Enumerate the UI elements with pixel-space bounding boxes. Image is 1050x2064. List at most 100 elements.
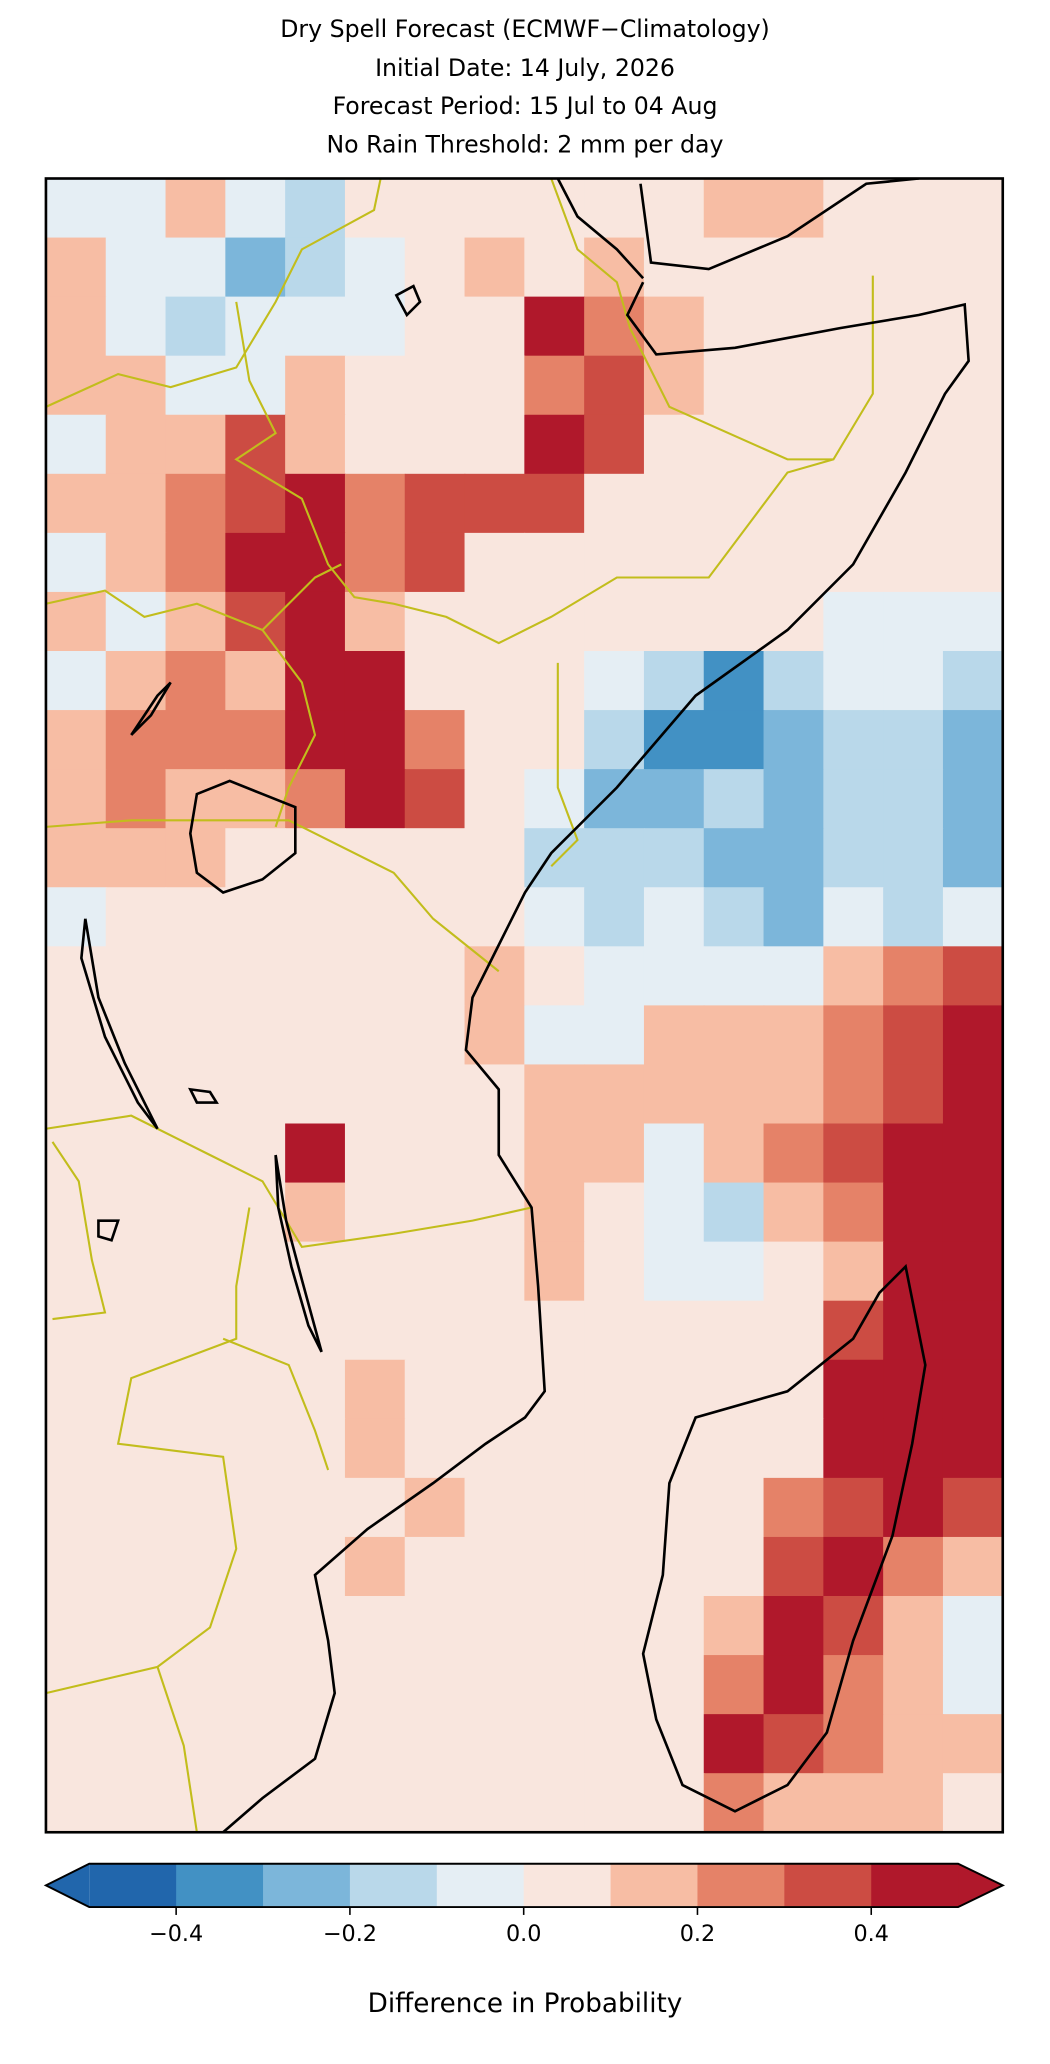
grid-cell (165, 1241, 227, 1302)
grid-cell (344, 769, 406, 829)
grid-cell (165, 1596, 227, 1656)
grid-cell (225, 1064, 286, 1125)
grid-cell (524, 237, 585, 298)
grid-cell (464, 1418, 526, 1479)
grid-cell (584, 355, 645, 416)
grid-cell (404, 1714, 466, 1774)
grid-cell (883, 1536, 944, 1597)
grid-cell (883, 355, 944, 416)
grid-cell (643, 1005, 705, 1066)
grid-cell (823, 591, 884, 652)
grid-cell (404, 1182, 466, 1243)
colorbar-outline (43, 1862, 1006, 1909)
grid-cell (225, 532, 286, 593)
grid-cell (45, 1477, 107, 1538)
grid-cell (464, 591, 526, 652)
grid-cell (643, 651, 705, 711)
grid-cell (45, 1359, 107, 1420)
grid-cell (524, 1064, 585, 1125)
grid-cell (404, 178, 466, 239)
grid-cell (763, 1418, 825, 1479)
grid-cell (763, 1655, 825, 1715)
coastline (556, 178, 645, 280)
grid-cell (404, 1359, 466, 1420)
grid-cell (165, 946, 227, 1007)
colorbar-bin (871, 1863, 959, 1908)
grid-cell (464, 414, 526, 475)
colorbar-bin (697, 1863, 785, 1908)
grid-cell (763, 1773, 825, 1833)
grid-cell (225, 828, 286, 889)
grid-cell (942, 946, 1003, 1007)
grid-cell (105, 178, 167, 239)
grid-cell (763, 828, 825, 889)
grid-cell (584, 1182, 645, 1243)
grid-cell (404, 769, 466, 829)
grid-cell (584, 946, 645, 1007)
grid-cell (763, 178, 825, 239)
grid-cell (942, 1714, 1003, 1774)
grid-cell (45, 532, 107, 593)
grid-cell (464, 532, 526, 593)
grid-cell (225, 178, 286, 239)
grid-cell (225, 1714, 286, 1774)
grid-cell (942, 887, 1003, 948)
grid-cell (225, 296, 286, 357)
grid-cell (584, 769, 645, 829)
grid-cell (285, 1418, 346, 1479)
grid-cell (942, 710, 1003, 770)
grid-cell (404, 473, 466, 534)
grid-cell (942, 414, 1003, 475)
border (222, 1337, 330, 1471)
grid-cell (942, 1123, 1003, 1184)
grid-cell (883, 887, 944, 948)
grid-cell (703, 1714, 765, 1774)
border (550, 178, 834, 461)
grid-cell (584, 532, 645, 593)
grid-cell (643, 1241, 705, 1302)
grid-cell (285, 237, 346, 298)
grid-cell (883, 1064, 944, 1125)
grid-cell (225, 946, 286, 1007)
grid-cell (942, 1182, 1003, 1243)
grid-cell (763, 651, 825, 711)
grid-cell (643, 1536, 705, 1597)
grid-cell (285, 887, 346, 948)
grid-cell (524, 887, 585, 948)
grid-cell (703, 946, 765, 1007)
grid-cell (942, 237, 1003, 298)
grid-cell (763, 1064, 825, 1125)
grid-cell (105, 1773, 167, 1833)
grid-cell (105, 1477, 167, 1538)
grid-cell (464, 1536, 526, 1597)
lake (274, 1154, 323, 1353)
grid-cell (344, 828, 406, 889)
grid-cell (942, 1241, 1003, 1302)
grid-cell (45, 1182, 107, 1243)
grid-cell (823, 1300, 884, 1361)
grid-cell (883, 1477, 944, 1538)
grid-cell (285, 710, 346, 770)
grid-cell (464, 946, 526, 1007)
grid-cell (105, 1241, 167, 1302)
grid-cell (404, 1123, 466, 1184)
grid-cell (285, 1123, 346, 1184)
colorbar-tick-label: −0.2 (323, 1921, 377, 1947)
lake (188, 779, 297, 894)
grid-cell (942, 828, 1003, 889)
grid-cell (883, 828, 944, 889)
grid-cell (883, 591, 944, 652)
grid-cell (404, 1300, 466, 1361)
grid-cell (105, 946, 167, 1007)
grid-cell (344, 1005, 406, 1066)
grid-cell (823, 769, 884, 829)
grid-cell (225, 651, 286, 711)
grid-cell (225, 1182, 286, 1243)
grid-cell (524, 473, 585, 534)
grid-cell (643, 887, 705, 948)
grid-cell (763, 1182, 825, 1243)
grid-cell (165, 1064, 227, 1125)
grid-cell (165, 1655, 227, 1715)
grid-cell (883, 710, 944, 770)
grid-cell (524, 1359, 585, 1420)
